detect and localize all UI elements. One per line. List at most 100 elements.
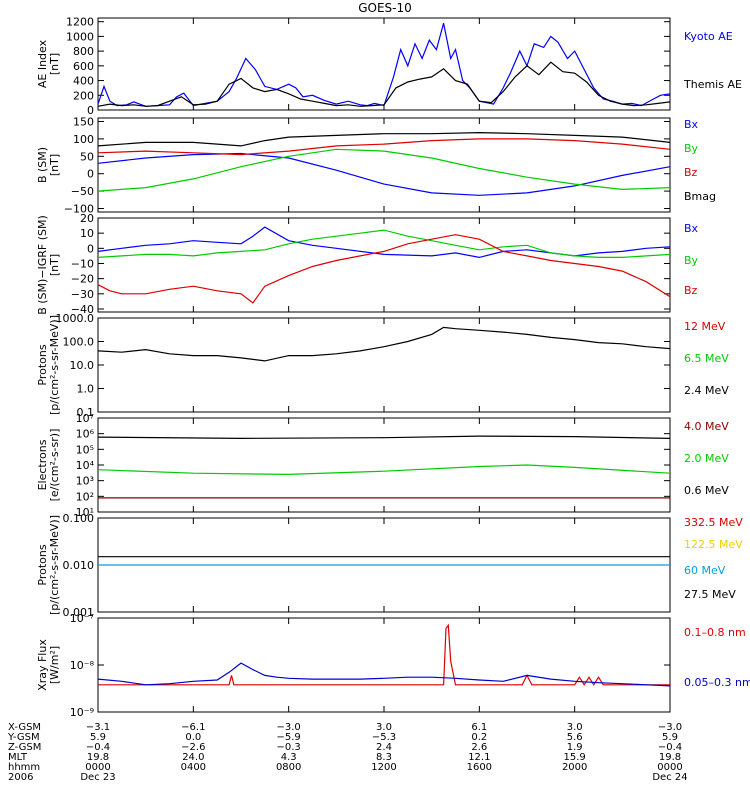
x-tick-label: 0.2: [471, 732, 487, 743]
y-axis-label: Protons[p/(cm²-s-sr-MeV)]: [36, 515, 61, 615]
series-line-2: [97, 662, 671, 687]
y-tick-label: 10⁻⁹: [70, 706, 94, 719]
y-tick-label: 10⁻⁷: [70, 612, 94, 625]
legend-entry: 6.5 MeV: [684, 352, 729, 365]
x-tick-label: 2.6: [471, 742, 487, 753]
x-tick-label: 15.9: [564, 752, 586, 763]
panel-frame: [97, 17, 671, 111]
series-line-2: [97, 148, 671, 192]
panel-2: −100 −50 0 50 100 150 B (SM)[nT] Bx By Bz Bmag: [36, 115, 716, 215]
y-tick-label: −100: [64, 203, 94, 216]
x-tick-label: 2.4: [376, 742, 392, 753]
x-tick-label: −2.6: [181, 742, 205, 753]
series-line-2: [97, 464, 671, 476]
y-axis-label: B (SM)−IGRF (SM)[nT]: [36, 215, 61, 315]
series-line-1: [97, 152, 671, 196]
x-axis-table: X-GSM −3.1 −6.1 −3.0 3.0 6.1 3.0 −3.0 Y-GSM 5.9 0.…: [7, 722, 688, 783]
series-line-1: [98, 623, 670, 686]
x-tick-label: −0.3: [277, 742, 301, 753]
panel-frame: [97, 317, 671, 413]
series-line-2: [97, 229, 671, 258]
y-tick-label: 0.010: [63, 559, 95, 572]
x-tick-label: 0800: [276, 762, 301, 773]
legend-entry: 2.4 MeV: [684, 384, 729, 397]
y-tick-label: 10⁷: [76, 412, 94, 425]
x-row-label: Y-GSM: [7, 732, 40, 743]
x-tick-label: 1600: [467, 762, 492, 773]
y-tick-label: 800: [73, 45, 94, 58]
series-line-3: [97, 234, 671, 304]
legend-entry: Bz: [684, 166, 698, 179]
y-tick-label: 10⁶: [76, 428, 95, 441]
legend-entry: Bx: [684, 118, 699, 131]
x-tick-label: 4.3: [281, 752, 297, 763]
series-line-1: [97, 226, 671, 259]
legend-entry: Themis AE: [683, 78, 742, 91]
legend-entry: By: [684, 142, 699, 155]
series-line-3: [97, 435, 671, 440]
panel-6: 0.001 0.010 0.100Protons[p/(cm²-s-sr-MeV)]…: [36, 512, 743, 619]
y-axis-label: Xray Flux[W/m²]: [36, 639, 61, 691]
y-tick-label: 10³: [76, 475, 94, 488]
y-tick-label: 1.0: [77, 383, 95, 396]
panel-frame: [97, 117, 671, 213]
y-tick-label: 10²: [76, 490, 94, 503]
x-tick-label: −6.1: [181, 722, 205, 733]
series-line-3: [97, 138, 671, 156]
x-tick-label: 0000: [657, 762, 682, 773]
panel-5: 10¹ 10² 10³ 10⁴ 10⁵ 10⁶ 10⁷ Electrons[e/(cm²-s-…: [36, 412, 729, 519]
y-tick-label: 10¹: [76, 506, 94, 519]
x-tick-label: −5.3: [372, 732, 396, 743]
x-tick-label: 3.0: [567, 722, 583, 733]
legend-entry: 12 MeV: [684, 320, 726, 333]
y-tick-label: 10⁻⁸: [70, 659, 95, 672]
x-tick-label: 19.8: [87, 752, 109, 763]
x-tick-label: 5.6: [567, 732, 583, 743]
x-row-label: Z-GSM: [8, 742, 41, 753]
x-tick-label: 6.1: [471, 722, 487, 733]
x-tick-label: −3.0: [277, 722, 301, 733]
x-row-label: MLT: [8, 752, 28, 763]
series-line-3: [97, 326, 671, 362]
x-tick-label: 3.0: [376, 722, 392, 733]
legend-entry: 0.05–0.3 nm: [684, 676, 750, 689]
x-tick-label: 0.0: [185, 732, 201, 743]
x-tick-label: 1200: [371, 762, 396, 773]
series-line-4: [97, 131, 671, 147]
y-tick-label: −40: [71, 303, 94, 316]
legend-entry: 0.6 MeV: [684, 484, 729, 497]
y-tick-label: 100.0: [63, 336, 95, 349]
panel-3: −40 −30 −20 −10 0 10 20 B (SM)−IGRF (SM)[nT] Bx B…: [36, 212, 699, 316]
x-tick-label: −5.9: [277, 732, 301, 743]
x-row-label: X-GSM: [8, 722, 41, 733]
x-tick-label: 0000: [85, 762, 110, 773]
y-tick-label: 0: [87, 104, 94, 117]
y-tick-label: 1000.0: [56, 312, 95, 325]
panel-frame: [97, 617, 671, 713]
y-tick-label: 50: [80, 150, 94, 163]
legend-entry: 0.1–0.8 nm: [684, 626, 746, 639]
y-tick-label: 1000: [66, 30, 94, 43]
legend-entry: 60 MeV: [684, 564, 726, 577]
x-tick-label: 5.9: [90, 732, 106, 743]
x-tick-label: 19.8: [659, 752, 681, 763]
y-tick-label: −50: [71, 185, 94, 198]
y-axis-label: Electrons[e/(cm²-s-sr)]: [36, 429, 61, 502]
x-tick-label: Dec 24: [652, 772, 687, 783]
y-tick-label: 400: [73, 75, 94, 88]
legend-entry: Bx: [684, 222, 699, 235]
y-tick-label: 100: [73, 133, 94, 146]
x-row-label: 2006: [8, 772, 33, 783]
legend-entry: 27.5 MeV: [684, 588, 736, 601]
legend-entry: By: [684, 254, 699, 267]
x-tick-label: 0400: [181, 762, 206, 773]
legend-entry: Bmag: [684, 190, 716, 203]
legend-entry: 122.5 MeV: [684, 538, 743, 551]
y-tick-label: 20: [80, 212, 94, 225]
x-tick-label: 24.0: [182, 752, 204, 763]
series-line-1: [97, 23, 671, 107]
y-tick-label: 10⁵: [76, 443, 94, 456]
